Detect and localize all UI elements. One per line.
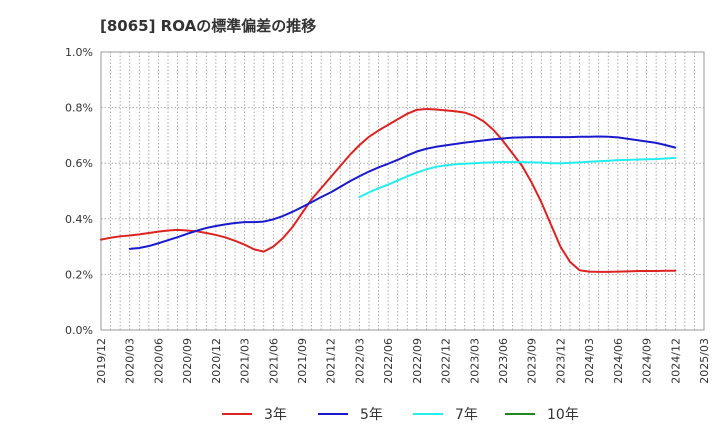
x-tick-label: 2021/12 bbox=[325, 338, 338, 384]
x-tick-label: 2022/09 bbox=[411, 338, 424, 384]
x-tick-label: 2025/03 bbox=[698, 338, 711, 384]
y-tick-label: 0.8% bbox=[65, 102, 93, 115]
series-line-2 bbox=[358, 156, 677, 199]
x-tick-label: 2024/03 bbox=[583, 338, 596, 384]
x-tick-label: 2024/06 bbox=[612, 338, 625, 384]
legend-label: 5年 bbox=[360, 407, 383, 423]
x-gridlines bbox=[110, 52, 695, 330]
y-gridlines bbox=[101, 107, 704, 275]
x-tick-label: 2022/03 bbox=[353, 338, 366, 384]
y-tick-label: 0.2% bbox=[65, 268, 93, 281]
y-axis-labels: 0.0% 0.2% 0.4% 0.6% 0.8% 1.0% bbox=[65, 46, 93, 337]
x-tick-label: 2021/06 bbox=[267, 338, 280, 384]
series-lines bbox=[100, 107, 677, 273]
x-tick-label: 2020/03 bbox=[124, 338, 137, 384]
x-tick-label: 2020/12 bbox=[210, 338, 223, 384]
x-tick-label: 2020/06 bbox=[152, 338, 165, 384]
x-tick-label: 2023/09 bbox=[526, 338, 539, 384]
x-tick-label: 2023/03 bbox=[468, 338, 481, 384]
y-tick-label: 1.0% bbox=[65, 46, 93, 59]
x-tick-label: 2024/12 bbox=[669, 338, 682, 384]
x-tick-label: 2022/12 bbox=[440, 338, 453, 384]
x-tick-label: 2019/12 bbox=[95, 338, 108, 384]
legend-label: 3年 bbox=[264, 407, 287, 423]
y-tick-label: 0.0% bbox=[65, 324, 93, 337]
plot-area bbox=[100, 51, 705, 331]
x-axis-labels: 2019/12 2020/03 2020/06 2020/09 2020/12 2021/… bbox=[95, 338, 711, 384]
x-tick-label: 2021/03 bbox=[239, 338, 252, 384]
chart-title: [8065] ROAの標準偏差の推移 bbox=[100, 17, 316, 35]
x-tick-label: 2023/06 bbox=[497, 338, 510, 384]
legend: 3年 5年 7年 10年 bbox=[222, 407, 579, 423]
y-tick-label: 0.4% bbox=[65, 213, 93, 226]
x-tick-label: 2024/09 bbox=[641, 338, 654, 384]
y-tick-label: 0.6% bbox=[65, 157, 93, 170]
series-line-1 bbox=[128, 135, 677, 250]
x-tick-label: 2021/09 bbox=[296, 338, 309, 384]
legend-label: 10年 bbox=[547, 407, 579, 423]
x-tick-label: 2023/12 bbox=[554, 338, 567, 384]
legend-label: 7年 bbox=[455, 407, 478, 423]
x-tick-label: 2022/06 bbox=[382, 338, 395, 384]
x-tick-label: 2020/09 bbox=[181, 338, 194, 384]
